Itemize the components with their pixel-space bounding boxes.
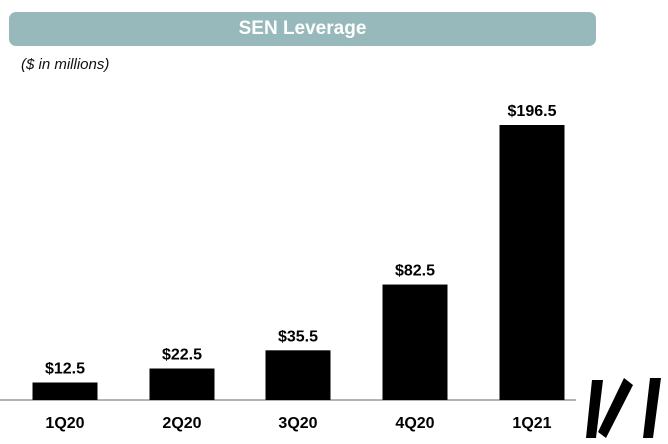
chart-title: SEN Leverage xyxy=(238,18,367,39)
bar-4Q20 xyxy=(382,284,448,400)
data-label-1Q21: $196.5 xyxy=(508,103,557,120)
x-tick-label-2Q20: 2Q20 xyxy=(162,415,201,432)
chart-subtitle: ($ in millions) xyxy=(21,56,110,73)
bar-1Q20 xyxy=(32,382,98,400)
data-label-1Q20: $12.5 xyxy=(45,361,85,378)
bar-2Q20 xyxy=(149,368,215,400)
x-tick-label-4Q20: 4Q20 xyxy=(395,415,434,432)
bar-3Q20 xyxy=(265,350,331,400)
brand-logo-icon xyxy=(586,378,661,438)
data-label-3Q20: $35.5 xyxy=(278,328,318,345)
bar-1Q21 xyxy=(499,125,565,400)
x-tick-label-3Q20: 3Q20 xyxy=(278,415,317,432)
x-tick-label-1Q20: 1Q20 xyxy=(45,415,84,432)
data-label-2Q20: $22.5 xyxy=(162,347,202,364)
x-tick-label-1Q21: 1Q21 xyxy=(512,415,551,432)
data-label-4Q20: $82.5 xyxy=(395,263,435,280)
chart-title-banner: SEN Leverage xyxy=(9,12,596,46)
